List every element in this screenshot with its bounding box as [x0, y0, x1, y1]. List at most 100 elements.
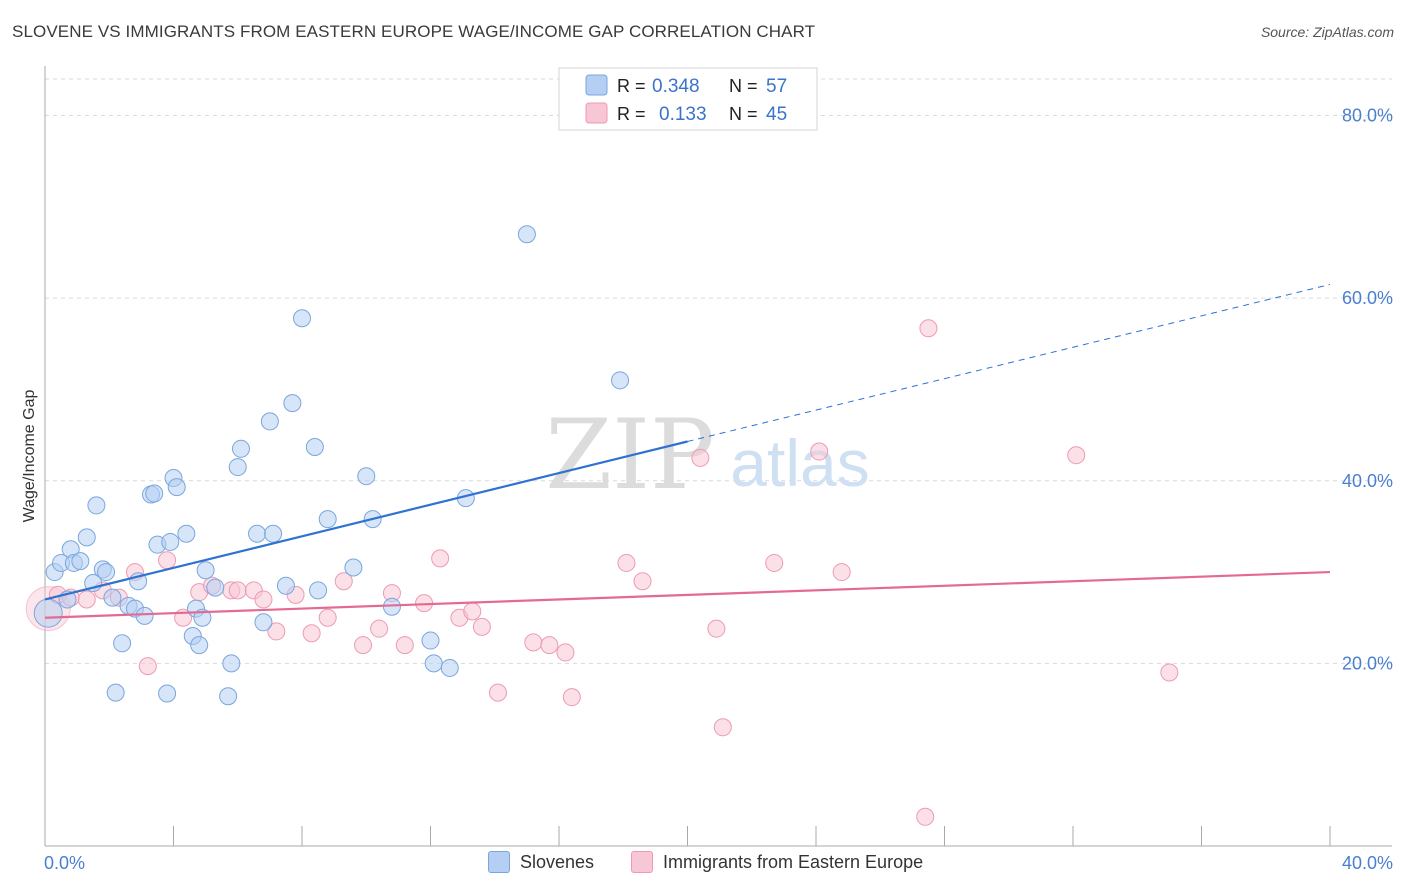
data-point: [228, 581, 247, 600]
data-point: [106, 683, 125, 702]
data-point: [919, 319, 938, 338]
data-point: [472, 617, 491, 636]
data-point: [264, 524, 283, 543]
data-point: [177, 524, 196, 543]
grid-lines: [45, 78, 1392, 664]
trend-lines: [44, 283, 1331, 619]
watermark-atlas: atlas: [730, 426, 869, 500]
data-point: [713, 718, 732, 737]
data-point: [193, 608, 212, 627]
legend-swatch-immigrants: [585, 102, 608, 124]
data-point: [267, 622, 286, 641]
data-point: [1067, 446, 1086, 465]
legend: R = 0.348 N = 57 R = 0.133 N = 45: [558, 67, 818, 131]
data-point: [424, 654, 443, 673]
data-point: [167, 478, 186, 497]
bottom-legend-swatch-immigrants: [631, 851, 653, 873]
y-tick-label: 60.0%: [1342, 288, 1393, 308]
data-point: [810, 442, 829, 461]
data-point: [158, 684, 177, 703]
data-point: [354, 636, 373, 655]
legend-swatch-slovenes: [585, 74, 608, 96]
data-point: [370, 619, 389, 638]
data-point: [305, 437, 324, 456]
data-point: [97, 563, 116, 582]
data-point: [916, 807, 935, 826]
bottom-legend-swatch-slovenes: [488, 851, 510, 873]
data-point: [190, 636, 209, 655]
bottom-legend: Slovenes Immigrants from Eastern Europe: [0, 851, 1406, 879]
bottom-legend-slovenes: Slovenes: [488, 851, 594, 873]
legend-n-value-2: 45: [766, 104, 787, 125]
data-point: [691, 448, 710, 467]
data-point: [135, 606, 154, 625]
data-point: [276, 576, 295, 595]
data-point: [318, 608, 337, 627]
tick-labels: 20.0% 40.0% 60.0% 80.0% 0.0% 40.0%: [44, 106, 1393, 873]
data-point: [77, 590, 96, 609]
data-point: [617, 553, 636, 572]
data-point: [138, 657, 157, 676]
data-point: [1160, 663, 1179, 682]
bottom-legend-immigrants: Immigrants from Eastern Europe: [631, 851, 923, 873]
y-axis-label: Wage/Income Gap: [21, 390, 38, 523]
data-point: [431, 549, 450, 568]
legend-r-value-2: 0.133: [659, 104, 707, 125]
data-point: [357, 467, 376, 486]
data-point: [283, 394, 302, 413]
data-point: [161, 532, 180, 551]
chart-title: SLOVENE VS IMMIGRANTS FROM EASTERN EUROP…: [12, 22, 816, 41]
data-point: [318, 510, 337, 529]
trend-line-immigrants: [44, 570, 1331, 619]
data-point: [524, 633, 543, 652]
data-point: [260, 412, 279, 431]
data-point: [87, 496, 106, 515]
data-point: [562, 688, 581, 707]
data-point: [463, 602, 482, 621]
data-point: [77, 528, 96, 547]
trend-line-slovenes: [44, 440, 688, 601]
source-label: Source: ZipAtlas.com: [1260, 24, 1394, 40]
data-point: [254, 613, 273, 632]
axes: [44, 66, 1392, 847]
data-point: [611, 371, 630, 390]
data-point: [248, 524, 267, 543]
x-tick-label: 0.0%: [44, 853, 85, 873]
data-point: [309, 581, 328, 600]
legend-n-value-1: 57: [766, 76, 787, 97]
data-point: [382, 597, 401, 616]
y-tick-label: 40.0%: [1342, 471, 1393, 491]
data-point: [302, 624, 321, 643]
data-point: [293, 309, 311, 328]
data-point: [765, 553, 784, 572]
series-slovenes-points: [33, 225, 630, 706]
bottom-legend-label-immigrants: Immigrants from Eastern Europe: [663, 851, 924, 872]
data-point: [254, 590, 273, 609]
data-point: [395, 636, 414, 655]
legend-r-label-1: R =: [617, 76, 646, 96]
data-point: [158, 551, 177, 570]
data-point: [440, 658, 459, 677]
data-point: [145, 484, 164, 503]
trend-line-slovenes-extension: [687, 283, 1331, 442]
data-point: [540, 636, 559, 655]
y-tick-label: 80.0%: [1342, 106, 1393, 126]
y-tick-label: 20.0%: [1342, 653, 1393, 673]
data-point: [206, 578, 225, 597]
data-point: [231, 439, 250, 458]
data-point: [228, 458, 247, 477]
data-point: [113, 634, 132, 653]
data-point: [219, 687, 238, 706]
data-point: [707, 619, 726, 638]
data-point: [832, 563, 851, 582]
data-point: [344, 558, 363, 577]
data-point: [196, 561, 215, 580]
data-point: [556, 643, 575, 662]
data-point: [334, 572, 353, 591]
data-point: [222, 654, 241, 673]
legend-n-label-1: N =: [729, 76, 758, 96]
data-point: [103, 588, 122, 607]
data-point: [488, 683, 507, 702]
data-point: [517, 225, 536, 244]
data-point: [421, 631, 440, 650]
